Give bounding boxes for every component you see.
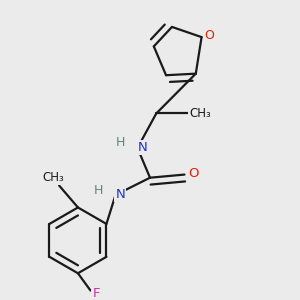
- Text: O: O: [205, 29, 214, 42]
- Text: H: H: [94, 184, 103, 197]
- Text: O: O: [189, 167, 199, 179]
- Text: N: N: [116, 188, 125, 201]
- Text: F: F: [92, 286, 100, 299]
- Text: N: N: [137, 141, 147, 154]
- Text: H: H: [116, 136, 125, 149]
- Text: CH₃: CH₃: [42, 171, 64, 184]
- Text: CH₃: CH₃: [189, 107, 211, 120]
